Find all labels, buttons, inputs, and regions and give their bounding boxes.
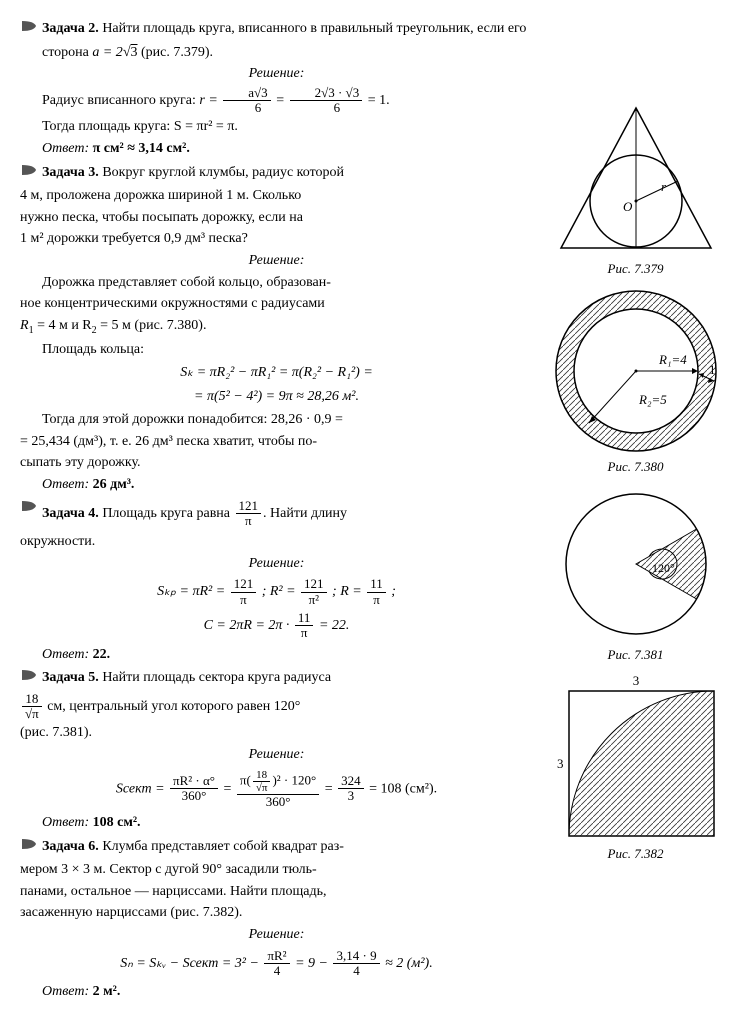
task6-line3: панами, остальное — нарциссами. Найти пл… <box>20 882 533 902</box>
task3-sol5: Тогда для этой дорожки понадобится: 28,2… <box>20 410 533 430</box>
task2-line2: сторона a = 2√3 (рис. 7.379). <box>20 43 533 63</box>
svg-text:O: O <box>623 199 633 214</box>
task3-line2: 4 м, проложена дорожка шириной 1 м. Скол… <box>20 186 533 206</box>
figure-380: R₁=4 R₂=5 1 Рис. 7.380 <box>548 286 723 476</box>
task3-line3: нужно песка, чтобы посыпать дорожку, есл… <box>20 208 533 228</box>
text-column: Задача 2. Найти площадь круга, вписанног… <box>20 15 533 1004</box>
task4-solution-label: Решение: <box>20 554 533 574</box>
task6-line4: засаженную нарциссами (рис. 7.382). <box>20 903 533 923</box>
task3-sol4: Площадь кольца: <box>20 340 533 360</box>
figure-379: O r Рис. 7.379 <box>548 103 723 278</box>
task3-sol7: сыпать эту дорожку. <box>20 453 533 473</box>
svg-text:120°: 120° <box>652 561 675 575</box>
task4-answer: Ответ: 22. <box>20 645 533 665</box>
svg-text:1: 1 <box>709 362 716 377</box>
svg-text:3: 3 <box>557 756 564 771</box>
bullet-icon <box>20 837 38 851</box>
svg-text:3: 3 <box>632 673 639 688</box>
task5-answer: Ответ: 108 см². <box>20 813 533 833</box>
figure-380-caption: Рис. 7.380 <box>548 458 723 476</box>
figures-column: O r Рис. 7.379 R₁=4 R₂=5 <box>548 15 723 1004</box>
task4-formula1: Sₖₚ = πR² = 121π ; R² = 121π² ; R = 11π … <box>20 577 533 607</box>
task6-formula: Sₙ = Sₖᵥ − Sсект = 3² − πR²4 = 9 − 3,14 … <box>20 949 533 979</box>
bullet-icon <box>20 668 38 682</box>
task3-solution-label: Решение: <box>20 251 533 271</box>
bullet-icon <box>20 19 38 33</box>
task2-radius: Радиус вписанного круга: r = a√36 = 2√3 … <box>20 86 533 116</box>
task3-sol2: ное концентрическими окружностями с ради… <box>20 294 533 314</box>
task2-line1: Задача 2. Найти площадь круга, вписанног… <box>42 19 533 39</box>
svg-text:R₂=5: R₂=5 <box>638 392 667 407</box>
task6-solution-label: Решение: <box>20 925 533 945</box>
task5-line2: 18√π см, центральный угол которого равен… <box>20 692 533 722</box>
task6-answer: Ответ: 2 м². <box>20 982 533 1002</box>
task6-line2: мером 3 × 3 м. Сектор с дугой 90° засади… <box>20 860 533 880</box>
figure-381-caption: Рис. 7.381 <box>548 646 723 664</box>
task5-formula: Sсект = πR² · α°360° = π(18√π)² · 120° 3… <box>20 769 533 809</box>
task5-line3: (рис. 7.381). <box>20 723 533 743</box>
task5-solution-label: Решение: <box>20 745 533 765</box>
bullet-icon <box>20 499 38 513</box>
figure-382-caption: Рис. 7.382 <box>548 845 723 863</box>
task3-sol1: Дорожка представляет собой кольцо, образ… <box>20 273 533 293</box>
task2-answer: Ответ: π см² ≈ 3,14 см². <box>20 139 533 159</box>
task3-line4: 1 м² дорожки требуется 0,9 дм³ песка? <box>20 229 533 249</box>
task2-solution-label: Решение: <box>20 64 533 84</box>
task3-formula1: Sₖ = πR₂² − πR₁² = π(R₂² − R₁²) = <box>20 363 533 383</box>
task4-line1: Задача 4. Площадь круга равна 121π. Найт… <box>42 499 533 529</box>
figure-379-caption: Рис. 7.379 <box>548 260 723 278</box>
bullet-icon <box>20 163 38 177</box>
task3-line1: Задача 3. Вокруг круглой клумбы, радиус … <box>42 163 533 183</box>
task5-line1: Задача 5. Найти площадь сектора круга ра… <box>42 668 533 688</box>
figure-382: 3 3 Рис. 7.382 <box>548 673 723 863</box>
task3-sol3: R1 = 4 м и R2 = 5 м (рис. 7.380). <box>20 316 533 338</box>
task3-answer: Ответ: 26 дм³. <box>20 475 533 495</box>
task4-line2: окружности. <box>20 532 533 552</box>
task3-sol6: = 25,434 (дм³), т. е. 26 дм³ песка хвати… <box>20 432 533 452</box>
task6-line1: Задача 6. Клумба представляет собой квад… <box>42 837 533 857</box>
task3-formula2: = π(5² − 4²) = 9π ≈ 28,26 м². <box>20 387 533 407</box>
task4-formula2: C = 2πR = 2π · 11π = 22. <box>20 611 533 641</box>
svg-text:R₁=4: R₁=4 <box>658 352 687 367</box>
task2-area: Тогда площадь круга: S = πr² = π. <box>20 117 533 137</box>
figure-381: 120° Рис. 7.381 <box>548 484 723 664</box>
